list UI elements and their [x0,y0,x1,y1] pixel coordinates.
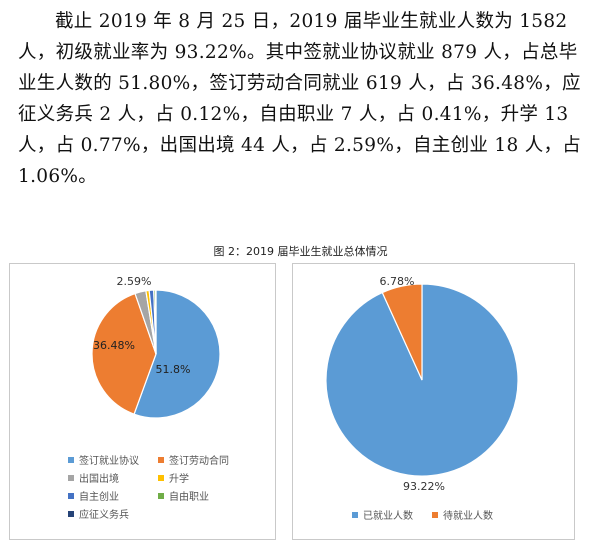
legend-swatch [158,457,164,463]
summary-text: 截止 2019 年 8 月 25 日，2019 届毕业生就业人数为 1582 人… [18,11,582,187]
data-label-1-1: 6.78% [380,275,415,288]
employment-status-pie-svg: 93.22% 6.78% [325,275,519,493]
legend-item-0-0: 签订就业协议 [68,452,139,467]
legend-item-1-0: 已就业人数 [352,507,413,522]
pie-slice-0-6 [154,289,157,355]
pie-slice-1-1 [381,283,423,381]
employment-status-chart: 93.22% 6.78% 已就业人数 待就业人数 [292,263,575,540]
legend-swatch [158,493,164,499]
legend-swatch [432,512,438,518]
legend-swatch [68,511,74,517]
data-label-0-0: 51.8% [156,363,191,376]
data-label-1-0: 93.22% [403,480,445,493]
legend-label: 待就业人数 [443,511,493,522]
legend-label: 应征义务兵 [79,510,129,521]
legend-label: 自由职业 [169,492,209,503]
legend-swatch [352,512,358,518]
data-label-0-1: 36.48% [93,339,135,352]
data-label-0-2: 2.59% [117,275,152,288]
legend-item-0-4: 自主创业 [68,488,119,503]
figure-caption: 图 2：2019 届毕业生就业总体情况 [213,245,388,258]
legend-swatch [68,493,74,499]
legend-swatch [68,475,74,481]
legend-item-0-1: 签订劳动合同 [158,452,229,467]
legend-label: 签订劳动合同 [169,456,229,467]
employment-type-chart: 51.8% 36.48% 2.59% 签订就业协议 签订劳动合同出国出境 升学自主创业 自… [9,263,276,540]
employment-type-pie-svg: 51.8% 36.48% 2.59% [91,275,221,419]
legend-item-0-6: 应征义务兵 [68,506,129,521]
legend-item-0-2: 出国出境 [68,470,119,485]
legend-item-1-1: 待就业人数 [432,507,493,522]
legend-label: 自主创业 [79,492,119,503]
legend-swatch [158,475,164,481]
legend-label: 已就业人数 [363,511,413,522]
pie-slice-0-1 [91,292,157,415]
legend-label: 升学 [169,474,189,485]
legend-item-0-3: 升学 [158,470,189,485]
summary-paragraph: 截止 2019 年 8 月 25 日，2019 届毕业生就业人数为 1582 人… [18,6,590,192]
pie-slice-0-0 [133,289,221,419]
legend-swatch [68,457,74,463]
legend-label: 签订就业协议 [79,456,139,467]
legend-label: 出国出境 [79,474,119,485]
legend-item-0-5: 自由职业 [158,488,209,503]
